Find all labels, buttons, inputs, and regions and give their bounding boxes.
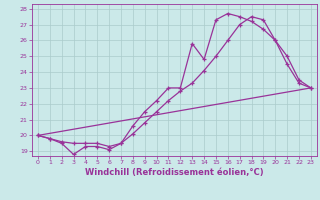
X-axis label: Windchill (Refroidissement éolien,°C): Windchill (Refroidissement éolien,°C) — [85, 168, 264, 177]
